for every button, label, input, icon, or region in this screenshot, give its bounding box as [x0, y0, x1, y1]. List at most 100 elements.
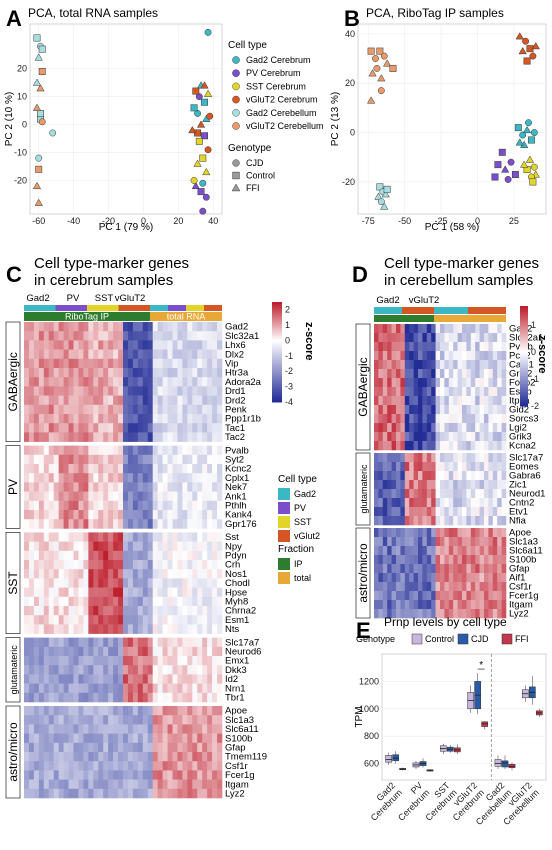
heatmap-cell	[53, 340, 59, 350]
heatmap-cell	[387, 462, 392, 472]
heatmap-cell	[43, 550, 50, 561]
heatmap-cell	[127, 482, 134, 492]
heatmap-cell	[217, 692, 223, 703]
heatmap-cell	[396, 546, 401, 556]
heatmap-cell	[212, 779, 218, 790]
heatmap-cell	[78, 340, 84, 350]
heatmap-cell	[28, 683, 35, 694]
heatmap-cell	[98, 464, 104, 474]
heatmap-cell	[103, 445, 109, 456]
heatmap-cell	[192, 454, 198, 465]
heatmap-cell	[167, 770, 173, 780]
heatmap-cell	[197, 473, 203, 483]
heatmap-cell	[202, 349, 208, 360]
heatmap-cell	[192, 423, 198, 433]
heatmap-cell	[48, 761, 54, 771]
heatmap-cell	[88, 578, 94, 588]
heatmap-cell	[28, 414, 35, 424]
heatmap-cell	[413, 423, 419, 433]
heatmap-cell	[43, 386, 50, 396]
heatmap-cell	[197, 500, 203, 511]
heatmap-cell	[187, 473, 193, 483]
heatmap-cell	[484, 600, 489, 610]
heatmap-cell	[38, 482, 45, 492]
gene-label: Chodl	[225, 578, 250, 589]
heatmap-cell	[58, 733, 64, 744]
heatmap-cell	[197, 445, 203, 456]
data-point	[520, 160, 529, 168]
heatmap-cell	[479, 498, 485, 508]
heatmap-cell	[78, 733, 84, 744]
heatmap-cell	[453, 582, 458, 592]
heatmap-cell	[488, 405, 494, 415]
heatmap-cell	[98, 473, 104, 483]
heatmap-cell	[431, 555, 436, 565]
heatmap-cell	[127, 637, 134, 648]
heatmap-cell	[172, 395, 178, 406]
heatmap-cell	[38, 560, 45, 570]
heatmap-cell	[396, 564, 401, 574]
heatmap-cell	[48, 706, 54, 716]
heatmap-cell	[435, 555, 441, 565]
heatmap-cell	[123, 692, 129, 703]
heatmap-cell	[435, 414, 441, 424]
heatmap-cell	[396, 342, 401, 352]
heatmap-cell	[127, 340, 134, 350]
heatmap-cell	[475, 516, 480, 526]
data-point	[515, 138, 524, 146]
data-point	[511, 171, 519, 178]
heatmap-cell	[475, 609, 480, 619]
heatmap-cell	[68, 432, 74, 442]
heatmap-cell	[492, 537, 498, 547]
heatmap-cell	[88, 322, 94, 332]
heatmap-cell	[470, 573, 476, 583]
heatmap-cell	[157, 724, 163, 734]
heatmap-cell	[192, 550, 198, 561]
heatmap-cell	[157, 569, 163, 579]
heatmap-cell	[197, 770, 203, 780]
x-tick-label: -75	[362, 216, 375, 226]
heatmap-cell	[448, 507, 454, 517]
heatmap-cell	[492, 480, 498, 490]
heatmap-cell	[387, 333, 392, 343]
heatmap-cell	[88, 733, 94, 744]
heatmap-cell	[118, 423, 124, 433]
heatmap-cell	[127, 560, 134, 570]
heatmap-cell	[488, 423, 494, 433]
heatmap-cell	[58, 578, 64, 588]
heatmap-cell	[448, 537, 454, 547]
heatmap-cell	[197, 752, 203, 762]
heatmap-cell	[28, 761, 35, 771]
heatmap-cell	[103, 578, 109, 588]
heatmap-cell	[98, 569, 104, 579]
heatmap-cell	[484, 546, 489, 556]
colorbar-step	[272, 358, 282, 361]
heatmap-cell	[93, 578, 99, 588]
heatmap-cell	[78, 358, 84, 369]
heatmap-cell	[167, 532, 173, 542]
heatmap-cell	[217, 560, 223, 570]
heatmap-cell	[212, 724, 218, 734]
heatmap-cell	[497, 546, 502, 556]
heatmap-cell	[187, 706, 193, 716]
heatmap-cell	[132, 532, 139, 542]
heatmap-cell	[457, 516, 463, 526]
heatmap-cell	[43, 473, 50, 483]
heatmap-cell	[177, 569, 183, 579]
heatmap-cell	[167, 692, 173, 703]
heatmap-cell	[43, 752, 50, 762]
heatmap-cell	[24, 368, 30, 378]
legend-swatch	[232, 69, 240, 77]
heatmap-cell	[202, 322, 208, 332]
heatmap-cell	[426, 555, 432, 565]
heatmap-cell	[63, 674, 69, 684]
heatmap-cell	[484, 333, 489, 343]
heatmap-cell	[118, 414, 124, 424]
heatmap-cell	[457, 378, 463, 388]
heatmap-cell	[391, 414, 397, 424]
gene-label: Gad2	[225, 322, 248, 333]
heatmap-cell	[470, 555, 476, 565]
heatmap-cell	[217, 349, 223, 360]
heatmap-cell	[462, 600, 467, 610]
heatmap-cell	[132, 578, 139, 588]
